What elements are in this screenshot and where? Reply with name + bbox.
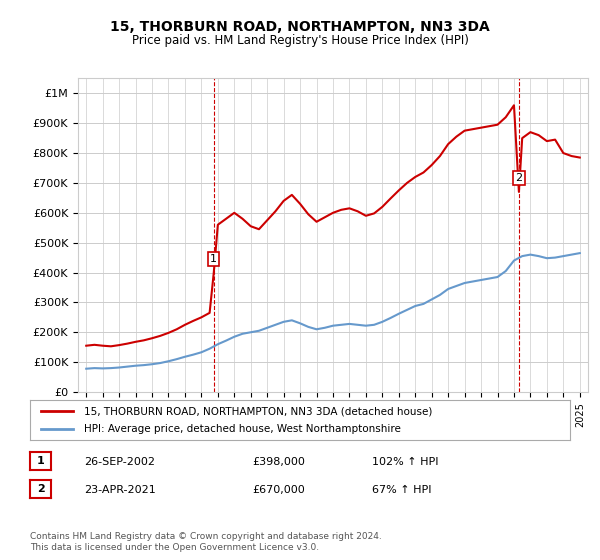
Text: Price paid vs. HM Land Registry's House Price Index (HPI): Price paid vs. HM Land Registry's House … xyxy=(131,34,469,46)
Text: 1: 1 xyxy=(210,254,217,264)
Text: 23-APR-2021: 23-APR-2021 xyxy=(84,485,156,495)
Text: £670,000: £670,000 xyxy=(252,485,305,495)
Text: 1: 1 xyxy=(37,456,44,466)
Text: 26-SEP-2002: 26-SEP-2002 xyxy=(84,457,155,467)
Text: 2: 2 xyxy=(515,173,523,183)
Text: £398,000: £398,000 xyxy=(252,457,305,467)
Text: 102% ↑ HPI: 102% ↑ HPI xyxy=(372,457,439,467)
Text: 15, THORBURN ROAD, NORTHAMPTON, NN3 3DA (detached house): 15, THORBURN ROAD, NORTHAMPTON, NN3 3DA … xyxy=(84,407,433,417)
Text: 2: 2 xyxy=(37,484,44,494)
Text: Contains HM Land Registry data © Crown copyright and database right 2024.
This d: Contains HM Land Registry data © Crown c… xyxy=(30,532,382,552)
Text: 67% ↑ HPI: 67% ↑ HPI xyxy=(372,485,431,495)
Text: 15, THORBURN ROAD, NORTHAMPTON, NN3 3DA: 15, THORBURN ROAD, NORTHAMPTON, NN3 3DA xyxy=(110,20,490,34)
Text: HPI: Average price, detached house, West Northamptonshire: HPI: Average price, detached house, West… xyxy=(84,423,401,433)
